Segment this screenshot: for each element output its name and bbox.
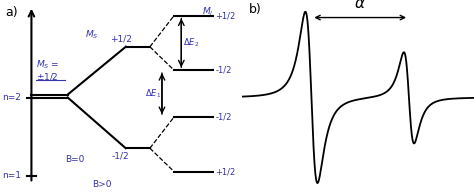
Text: -1/2: -1/2	[215, 66, 231, 75]
Text: -1/2: -1/2	[112, 152, 130, 160]
Text: $M_S$: $M_S$	[85, 29, 99, 41]
Text: n=2: n=2	[2, 93, 21, 102]
Text: $M_S$ =: $M_S$ =	[36, 58, 60, 71]
Text: B=0: B=0	[65, 155, 85, 164]
Text: n=1: n=1	[2, 171, 21, 180]
Text: -1/2: -1/2	[215, 113, 231, 121]
Text: $\pm$1/2: $\pm$1/2	[36, 71, 59, 82]
Text: +1/2: +1/2	[215, 11, 236, 20]
Text: $\Delta E_1$: $\Delta E_1$	[145, 87, 161, 100]
Text: $\alpha$: $\alpha$	[354, 0, 366, 11]
Text: B>0: B>0	[92, 180, 111, 189]
Text: a): a)	[5, 6, 18, 19]
Text: $M_l$: $M_l$	[202, 6, 214, 18]
Text: b): b)	[249, 3, 262, 16]
Text: $\Delta E_2$: $\Delta E_2$	[182, 37, 199, 49]
Text: +1/2: +1/2	[110, 35, 132, 43]
Text: +1/2: +1/2	[215, 167, 236, 176]
